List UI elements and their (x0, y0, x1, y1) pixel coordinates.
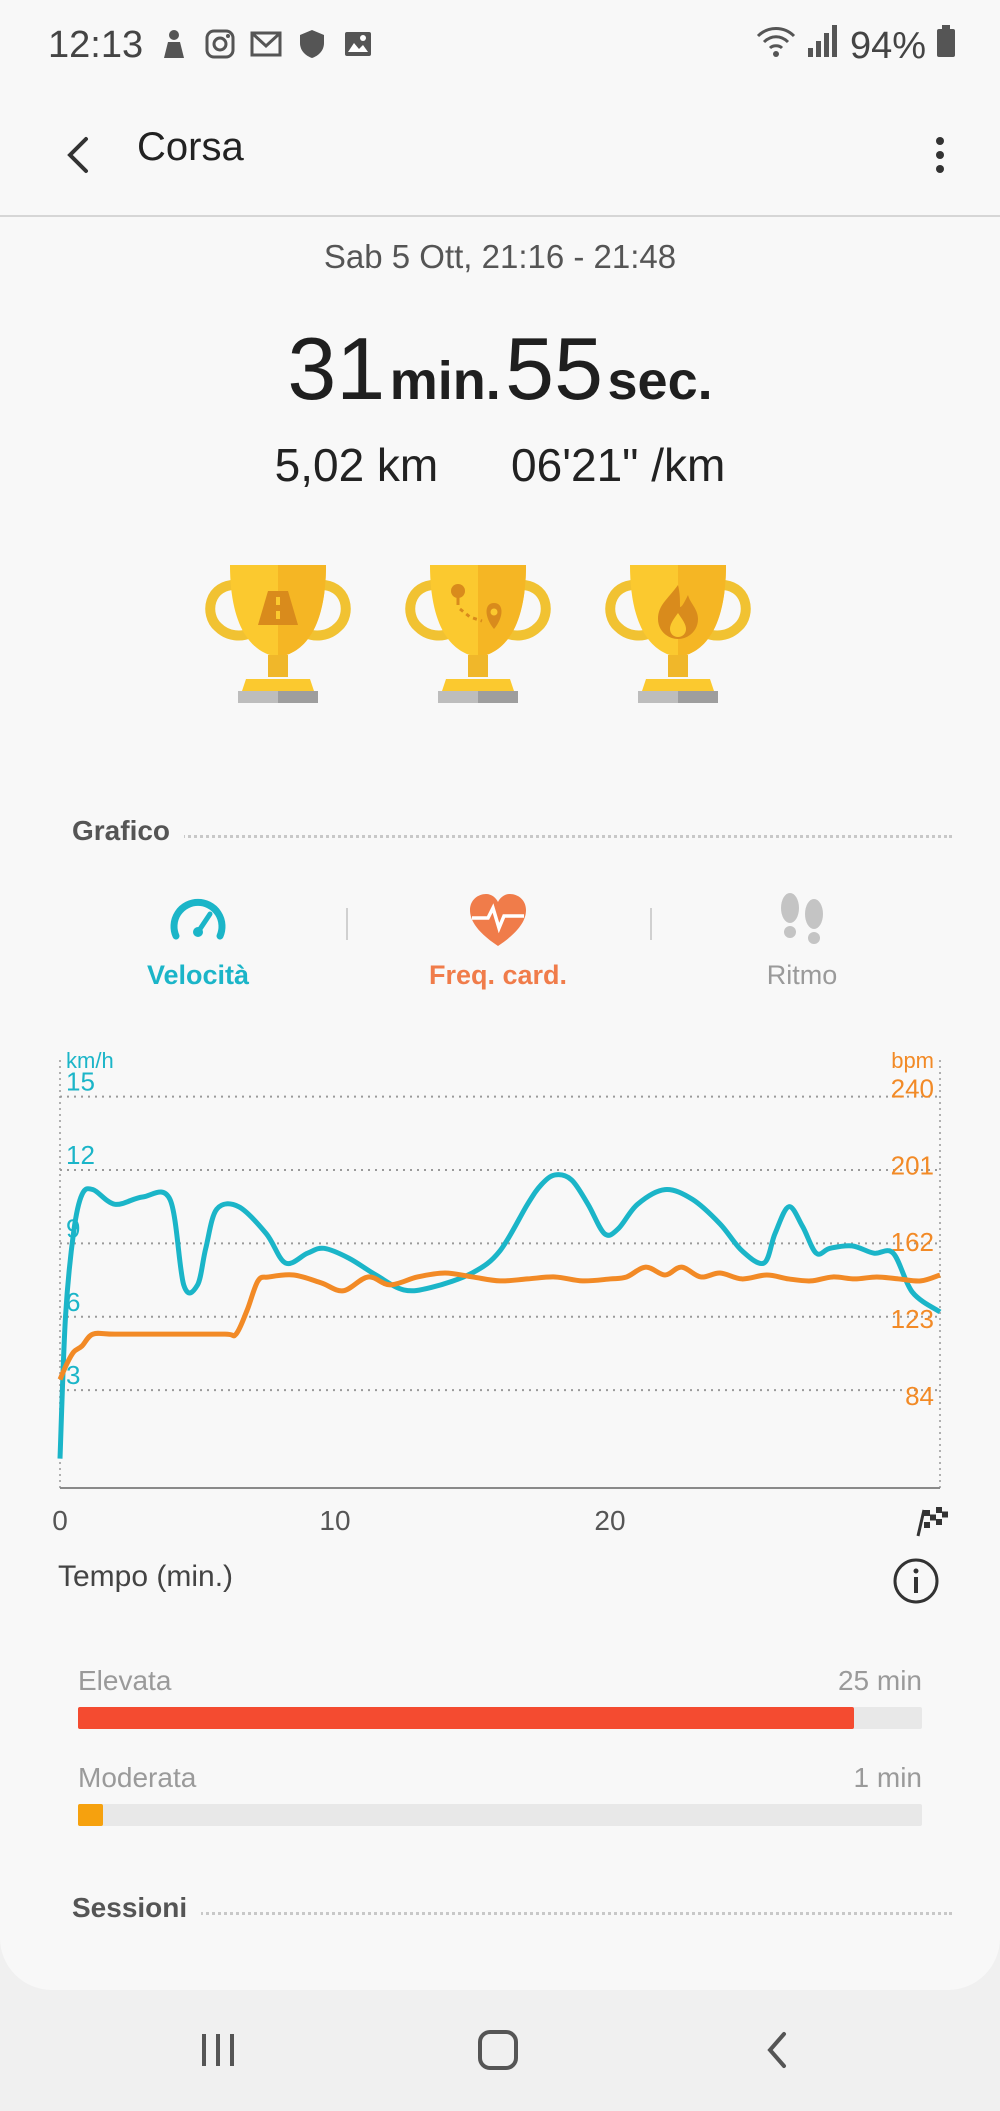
flag-square (936, 1507, 942, 1513)
left-unit-label: km/h (66, 1048, 114, 1073)
tab-speed-label: Velocità (146, 960, 250, 990)
section-divider (177, 835, 952, 838)
right-tick-label: 240 (891, 1073, 934, 1103)
more-options-button[interactable] (930, 125, 950, 185)
tab-divider (346, 908, 348, 940)
nav-back-button[interactable] (748, 2020, 808, 2080)
zone-value: 25 min (837, 1665, 922, 1696)
x-tick-label: 0 (52, 1505, 68, 1536)
heart-rate-line (57, 1264, 941, 1381)
left-tick-label: 6 (66, 1287, 80, 1317)
workout-date: Sab 5 Ott, 21:16 - 21:48 (323, 238, 677, 275)
heart-pulse-icon (470, 894, 526, 946)
notification-icons (158, 28, 374, 60)
app-bar: Corsa (0, 95, 1000, 217)
road-trophy-icon[interactable] (198, 555, 358, 715)
left-tick-label: 12 (66, 1140, 95, 1170)
nav-back-icon (767, 2032, 786, 2068)
section-divider (177, 1912, 952, 1915)
finish-flag-icon (916, 1507, 948, 1537)
signal-icon (806, 24, 840, 68)
sessions-section-header: Sessioni (72, 1892, 952, 1932)
back-button[interactable] (58, 125, 98, 185)
home-icon (478, 2030, 518, 2070)
status-right: 94% (756, 24, 956, 68)
workout-metrics: 5,02 km 06'21" /km (0, 438, 1000, 492)
zone-label: Moderata (78, 1762, 197, 1793)
duration-minutes: 31 (287, 319, 386, 418)
sessions-section-label: Sessioni (72, 1892, 202, 1923)
back-arrow-icon (67, 137, 88, 173)
zone-bar-track (78, 1707, 922, 1729)
time-axis-label: Tempo (min.) (58, 1560, 234, 1593)
mail-icon (250, 28, 282, 60)
left-tick-label: 3 (66, 1360, 80, 1390)
battery-percent: 94% (849, 24, 926, 67)
more-vert-icon (936, 137, 944, 173)
graph-section-header: Grafico (72, 815, 952, 855)
info-icon (893, 1558, 939, 1604)
recents-icon (202, 2034, 234, 2066)
clock: 12:13 (48, 24, 144, 66)
graph-section-label: Grafico (72, 815, 185, 846)
system-nav-bar (0, 1990, 1000, 2111)
workout-duration: 31 min. 55 sec. (0, 318, 1000, 420)
duration-seconds: 55 (505, 319, 604, 418)
flag-square (924, 1510, 930, 1516)
home-button[interactable] (468, 2020, 528, 2080)
flag-square (930, 1514, 936, 1521)
footsteps-icon (781, 893, 823, 944)
right-tick-label: 84 (905, 1381, 934, 1411)
route-trophy-icon[interactable] (398, 555, 558, 715)
zone-value: 1 min (853, 1762, 922, 1793)
x-tick-label: 20 (594, 1505, 625, 1536)
zone-bar-track (78, 1804, 922, 1826)
tab-heart-rate[interactable]: Freq. card. (358, 890, 638, 991)
speed-line (57, 1172, 942, 1459)
zone-bar-fill (78, 1804, 104, 1826)
flag-pole (916, 1509, 926, 1537)
workout-detail-screen: 12:13 94% Corsa Sab 5 Ott, 21:16 - 21:48… (0, 0, 1000, 1932)
tab-pace-label: Ritmo (766, 960, 838, 990)
right-tick-label: 162 (891, 1227, 934, 1257)
flag-square (924, 1522, 930, 1528)
right-tick-label: 123 (891, 1304, 934, 1334)
tab-heart-rate-label: Freq. card. (428, 960, 568, 990)
duration-sec-unit: sec. (607, 351, 713, 411)
page-title: Corsa (137, 125, 244, 169)
shield-wifi-icon (296, 28, 328, 60)
speedometer-icon (170, 898, 226, 940)
right-tick-label: 201 (891, 1150, 934, 1180)
image-icon (342, 28, 374, 60)
speed-heart-rate-chart[interactable]: km/h bpm 15 240 12 201 9 162 6 123 3 84 0 10 20 (40, 1040, 960, 1560)
info-button[interactable] (892, 1557, 940, 1605)
person-icon (158, 28, 190, 60)
recents-button[interactable] (188, 2020, 248, 2080)
zone-bar-fill (78, 1707, 855, 1729)
graph-tabs: Velocità Freq. card. Ritmo (58, 890, 948, 1000)
battery-icon (936, 24, 956, 68)
tab-divider (650, 908, 652, 940)
trophies-row (198, 555, 758, 715)
flag-square (936, 1519, 942, 1525)
left-tick-label: 15 (66, 1067, 95, 1097)
zone-label: Elevata (78, 1665, 172, 1696)
right-unit-label: bpm (891, 1048, 934, 1073)
tab-pace[interactable]: Ritmo (662, 890, 942, 991)
pace-value: 06'21" /km (511, 439, 726, 491)
fire-trophy-icon[interactable] (598, 555, 758, 715)
x-tick-label: 10 (319, 1505, 350, 1536)
tab-speed[interactable]: Velocità (58, 890, 338, 991)
instagram-icon (204, 28, 236, 60)
flag-square (942, 1511, 948, 1518)
duration-min-unit: min. (389, 351, 501, 411)
wifi-icon (756, 24, 796, 68)
status-bar: 12:13 94% (0, 0, 1000, 95)
distance-value: 5,02 km (274, 439, 439, 491)
